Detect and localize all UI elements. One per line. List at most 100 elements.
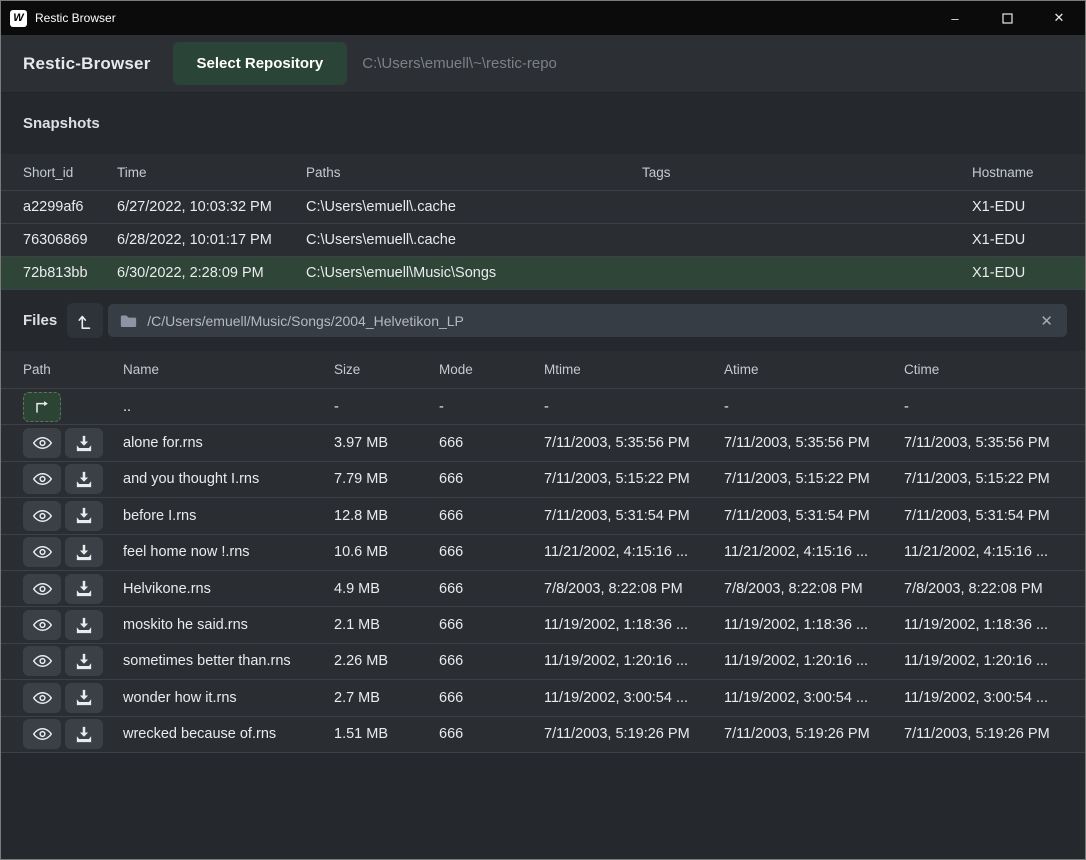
view-file-button[interactable] [23,610,61,641]
file-name: and you thought I.rns [123,471,260,488]
file-ctime: 11/19/2002, 3:00:54 ... [904,689,1049,706]
app-header: Restic-Browser Select Repository C:\User… [1,35,1085,93]
snapshot-time: 6/28/2022, 10:01:17 PM [117,232,272,248]
download-file-button[interactable] [65,646,103,677]
current-path-value: /C/Users/emuell/Music/Songs/2004_Helveti… [147,312,464,329]
view-file-button[interactable] [23,682,61,713]
snapshot-row[interactable]: 72b813bb 6/30/2022, 2:28:09 PM C:\Users\… [1,257,1085,290]
file-atime: 7/8/2003, 8:22:08 PM [724,580,863,597]
file-mtime: - [544,398,549,415]
download-file-button[interactable] [65,610,103,641]
file-mode: 666 [439,471,464,488]
column-header-time: Time [117,164,147,180]
window-title: Restic Browser [35,11,116,25]
view-file-button[interactable] [23,646,61,677]
file-ctime: 11/19/2002, 1:18:36 ... [904,617,1049,634]
file-atime: 11/19/2002, 3:00:54 ... [724,689,869,706]
clear-path-button[interactable]: ✕ [1040,312,1053,330]
file-ctime: 7/11/2003, 5:19:26 PM [904,726,1050,743]
file-size: 12.8 MB [334,507,388,524]
eye-icon [32,473,52,486]
file-row[interactable]: alone for.rns 3.97 MB 666 7/11/2003, 5:3… [1,425,1085,462]
file-row[interactable]: and you thought I.rns 7.79 MB 666 7/11/2… [1,462,1085,499]
file-row[interactable]: wonder how it.rns 2.7 MB 666 11/19/2002,… [1,680,1085,717]
file-mode: - [439,398,444,415]
view-file-button[interactable] [23,537,61,568]
file-atime: - [724,398,729,415]
view-file-button[interactable] [23,464,61,495]
file-name: alone for.rns [123,435,203,452]
snapshot-short-id: a2299af6 [23,199,84,215]
file-row[interactable]: Helvikone.rns 4.9 MB 666 7/8/2003, 8:22:… [1,571,1085,608]
file-ctime: 7/8/2003, 8:22:08 PM [904,580,1043,597]
column-header-path: Path [23,362,51,377]
file-row[interactable]: wrecked because of.rns 1.51 MB 666 7/11/… [1,717,1085,753]
download-file-button[interactable] [65,719,103,750]
file-mode: 666 [439,617,464,634]
current-path-bar[interactable]: /C/Users/emuell/Music/Songs/2004_Helveti… [108,304,1067,337]
file-mtime: 7/11/2003, 5:15:22 PM [544,471,690,488]
file-mtime: 11/21/2002, 4:15:16 ... [544,544,689,561]
view-file-button[interactable] [23,428,61,459]
file-size: 2.7 MB [334,689,380,706]
repository-path: C:\Users\emuell\~\restic-repo [362,55,557,72]
download-file-button[interactable] [65,537,103,568]
select-repository-button[interactable]: Select Repository [172,42,348,85]
column-header-ctime: Ctime [904,362,940,377]
snapshot-row[interactable]: 76306869 6/28/2022, 10:01:17 PM C:\Users… [1,224,1085,257]
snapshot-paths: C:\Users\emuell\Music\Songs [306,265,497,281]
go-up-button[interactable] [23,391,61,422]
files-table-header: Path Name Size Mode Mtime Atime Ctime [1,351,1085,389]
app-icon: W [10,9,27,27]
parent-directory-row[interactable]: .. - - - - - [1,389,1085,426]
eye-icon [32,728,52,741]
download-icon [76,544,92,560]
download-file-button[interactable] [65,500,103,531]
file-mtime: 7/8/2003, 8:22:08 PM [544,580,683,597]
snapshot-row[interactable]: a2299af6 6/27/2022, 10:03:32 PM C:\Users… [1,191,1085,224]
download-file-button[interactable] [65,682,103,713]
minimize-button[interactable]: – [929,1,981,35]
download-icon [76,508,92,524]
maximize-button[interactable] [981,1,1033,35]
file-name: before I.rns [123,507,197,524]
files-title: Files [23,312,58,329]
snapshot-short-id: 72b813bb [23,265,88,281]
close-button[interactable]: ✕ [1033,1,1085,35]
column-header-paths: Paths [306,164,341,180]
file-mode: 666 [439,653,464,670]
file-ctime: - [904,398,909,415]
file-mtime: 11/19/2002, 1:18:36 ... [544,617,689,634]
file-row[interactable]: sometimes better than.rns 2.26 MB 666 11… [1,644,1085,681]
view-file-button[interactable] [23,719,61,750]
file-row[interactable]: before I.rns 12.8 MB 666 7/11/2003, 5:31… [1,498,1085,535]
file-name: Helvikone.rns [123,580,211,597]
file-name: wonder how it.rns [123,689,237,706]
titlebar: W Restic Browser – ✕ [1,1,1085,35]
column-header-mtime: Mtime [544,362,581,377]
file-name: moskito he said.rns [123,617,248,634]
download-file-button[interactable] [65,464,103,495]
file-atime: 7/11/2003, 5:35:56 PM [724,435,870,452]
download-icon [76,653,92,670]
view-file-button[interactable] [23,573,61,604]
file-mode: 666 [439,435,464,452]
eye-icon [32,437,52,450]
file-mode: 666 [439,544,464,561]
file-atime: 7/11/2003, 5:15:22 PM [724,471,870,488]
snapshots-title: Snapshots [23,115,100,132]
file-name: wrecked because of.rns [123,726,277,743]
column-header-mode: Mode [439,362,473,377]
snapshot-hostname: X1-EDU [972,199,1026,215]
eye-icon [32,509,52,522]
view-file-button[interactable] [23,500,61,531]
file-row[interactable]: feel home now !.rns 10.6 MB 666 11/21/20… [1,535,1085,571]
download-file-button[interactable] [65,428,103,459]
parent-directory-button[interactable] [67,303,104,338]
snapshot-short-id: 76306869 [23,232,88,248]
snapshot-time: 6/27/2022, 10:03:32 PM [117,199,272,215]
file-atime: 7/11/2003, 5:31:54 PM [724,507,870,524]
file-row[interactable]: moskito he said.rns 2.1 MB 666 11/19/200… [1,607,1085,644]
download-file-button[interactable] [65,573,103,604]
